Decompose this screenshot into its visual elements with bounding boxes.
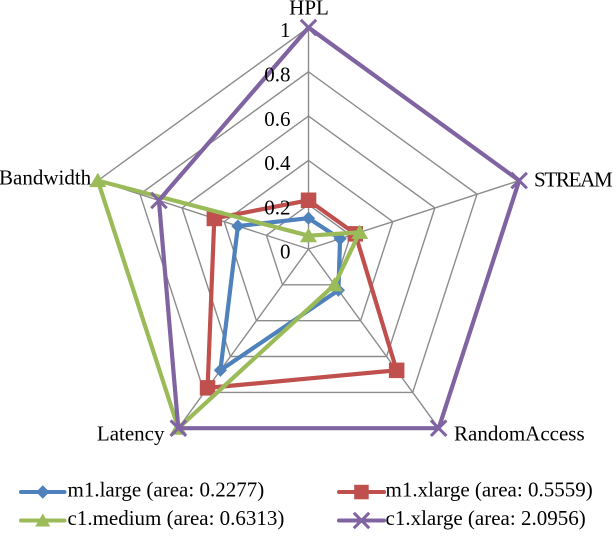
svg-text:0: 0 xyxy=(280,240,291,264)
svg-text:STREAM: STREAM xyxy=(534,168,613,192)
svg-text:m1.xlarge (area: 0.5559): m1.xlarge (area: 0.5559) xyxy=(386,478,593,502)
svg-text:Latency: Latency xyxy=(97,422,165,446)
svg-text:c1.medium (area: 0.6313): c1.medium (area: 0.6313) xyxy=(68,506,285,530)
svg-text:RandomAccess: RandomAccess xyxy=(454,422,585,446)
svg-text:m1.large (area: 0.2277): m1.large (area: 0.2277) xyxy=(68,478,265,502)
svg-text:1: 1 xyxy=(280,18,291,42)
svg-text:0.6: 0.6 xyxy=(264,107,290,131)
svg-text:0.8: 0.8 xyxy=(264,63,290,87)
svg-text:c1.xlarge (area: 2.0956): c1.xlarge (area: 2.0956) xyxy=(386,506,586,530)
svg-text:0.2: 0.2 xyxy=(264,195,290,219)
svg-text:HPL: HPL xyxy=(289,0,329,20)
svg-text:Bandwidth: Bandwidth xyxy=(0,166,92,190)
svg-text:0.4: 0.4 xyxy=(264,151,291,175)
